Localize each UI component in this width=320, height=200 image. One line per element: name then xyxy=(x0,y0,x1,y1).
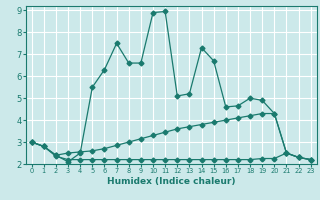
X-axis label: Humidex (Indice chaleur): Humidex (Indice chaleur) xyxy=(107,177,236,186)
